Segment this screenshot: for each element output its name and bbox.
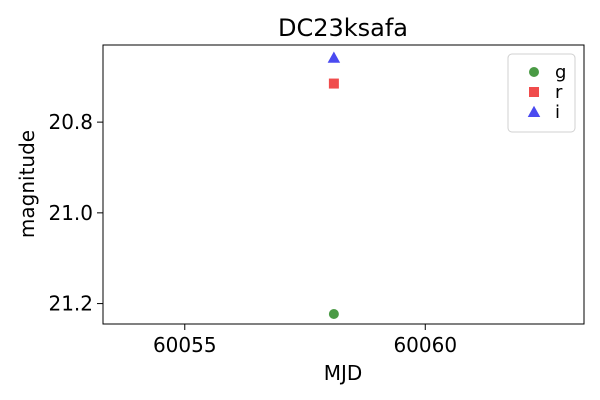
legend-marker-r	[529, 87, 539, 97]
x-tick-label: 60060	[393, 333, 457, 357]
data-point-r	[328, 78, 339, 89]
y-tick-label: 20.8	[48, 110, 93, 134]
y-tick-label: 21.0	[48, 201, 93, 225]
x-tick-label: 60055	[153, 333, 217, 357]
x-axis: 60055 60060	[153, 324, 457, 357]
plot-area	[102, 44, 585, 325]
x-axis-label: MJD	[324, 361, 363, 385]
data-point-i	[327, 51, 341, 63]
legend-label-r: r	[555, 82, 563, 103]
legend-box	[507, 53, 576, 133]
legend: gri	[507, 53, 576, 133]
legend-label-g: g	[555, 62, 566, 83]
legend-marker-g	[529, 67, 539, 77]
y-tick-label: 21.2	[48, 292, 93, 316]
y-axis-label: magnitude	[15, 130, 39, 238]
data-points	[327, 51, 341, 320]
legend-marker-i	[527, 105, 541, 117]
y-axis: 20.8 21.0 21.2	[48, 110, 103, 316]
data-point-g	[328, 309, 339, 320]
legend-label-i: i	[555, 102, 560, 123]
chart-title: DC23ksafa	[278, 14, 408, 42]
